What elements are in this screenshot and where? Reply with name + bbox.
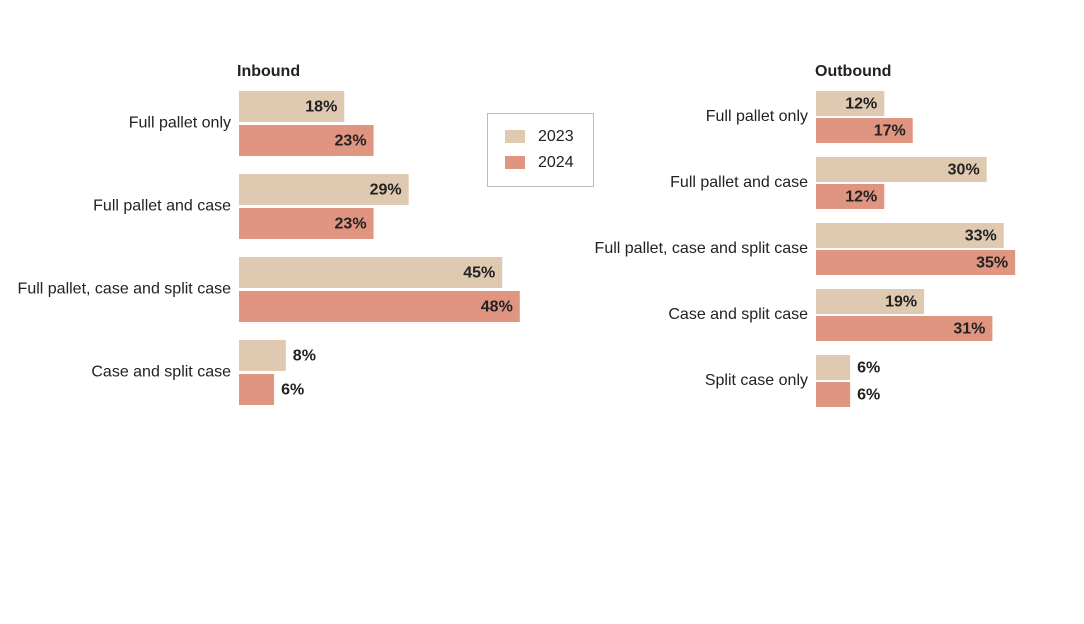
legend-swatch [505, 156, 525, 169]
category-label: Case and split case [668, 306, 808, 323]
category-label: Full pallet, case and split case [18, 281, 232, 298]
category-label: Full pallet only [706, 108, 808, 125]
bar [816, 355, 851, 380]
category-label: Full pallet, case and split case [595, 240, 809, 257]
value-label: 12% [845, 96, 877, 113]
bar [239, 91, 345, 122]
value-label: 12% [845, 189, 877, 206]
chart-title: Inbound [237, 63, 300, 80]
value-label: 8% [293, 348, 316, 365]
category-label: Full pallet only [129, 115, 231, 132]
bar [816, 382, 851, 407]
value-label: 30% [948, 162, 980, 179]
category-label: Split case only [705, 372, 808, 389]
value-label: 17% [874, 123, 906, 140]
value-label: 33% [965, 228, 997, 245]
value-label: 31% [953, 321, 985, 338]
category-label: Full pallet and case [93, 198, 231, 215]
bar [239, 291, 520, 322]
value-label: 35% [976, 255, 1008, 272]
value-label: 6% [857, 387, 880, 404]
value-label: 45% [463, 265, 495, 282]
legend-label: 2023 [538, 128, 574, 145]
bar [816, 118, 913, 143]
bar [239, 257, 503, 288]
bar [816, 250, 1016, 275]
bar [816, 157, 987, 182]
legend-box [487, 113, 594, 187]
value-label: 6% [857, 360, 880, 377]
value-label: 19% [885, 294, 917, 311]
bar [816, 184, 885, 209]
value-label: 23% [335, 133, 367, 150]
category-label: Case and split case [91, 364, 231, 381]
value-label: 48% [481, 299, 513, 316]
bar [239, 125, 374, 156]
legend-swatch [505, 130, 525, 143]
bar [816, 289, 925, 314]
bar [239, 374, 275, 405]
bar [239, 208, 374, 239]
value-label: 23% [335, 216, 367, 233]
bar [239, 174, 409, 205]
bar [239, 340, 286, 371]
legend-label: 2024 [538, 154, 574, 171]
chart-title: Outbound [815, 63, 891, 80]
value-label: 29% [370, 182, 402, 199]
bar [816, 223, 1004, 248]
bar [816, 316, 993, 341]
bar [816, 91, 885, 116]
value-label: 18% [305, 99, 337, 116]
value-label: 6% [281, 382, 304, 399]
category-label: Full pallet and case [670, 174, 808, 191]
